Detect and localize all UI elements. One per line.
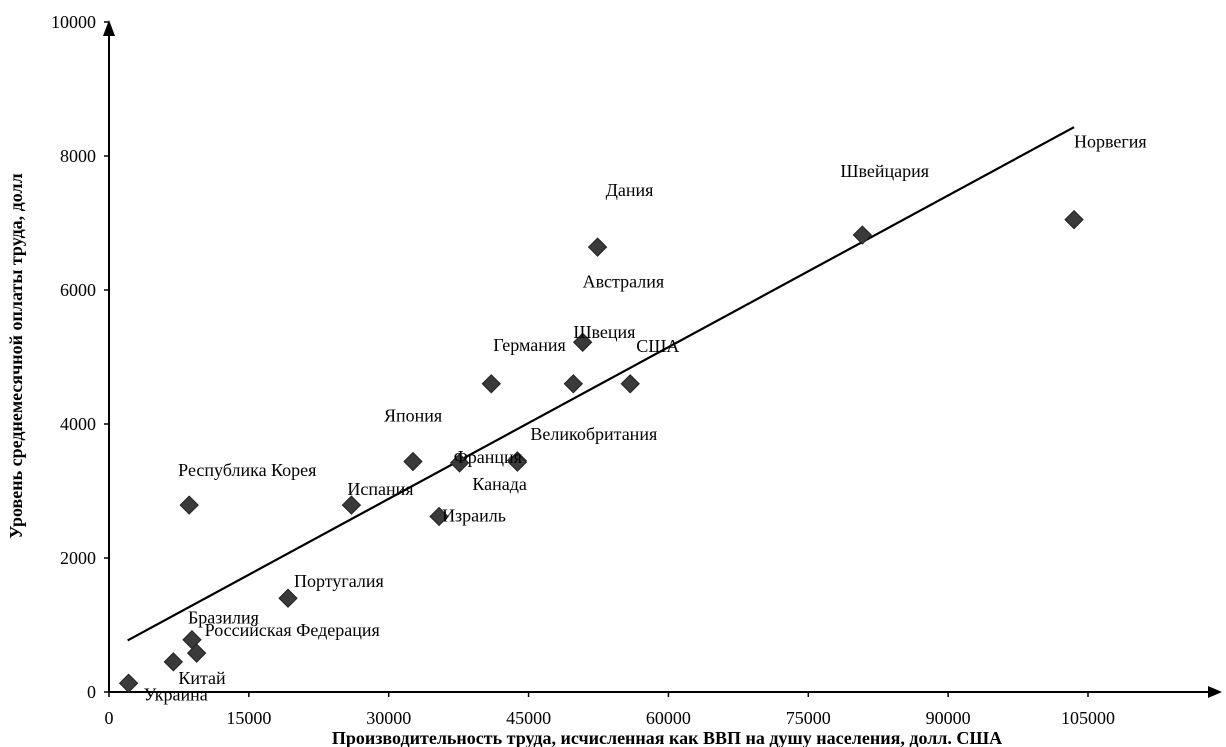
- x-tick-label: 90000: [926, 708, 971, 728]
- data-point: [1064, 209, 1084, 230]
- data-points: [118, 209, 1084, 693]
- x-tick-label: 75000: [786, 708, 831, 728]
- data-point: [481, 374, 501, 394]
- point-label: Швейцария: [840, 161, 929, 181]
- data-point: [163, 652, 184, 672]
- data-point: [449, 453, 470, 473]
- point-label: Швеция: [573, 322, 635, 342]
- data-point: [403, 451, 423, 472]
- tick-labels: 0 15000 30000 45000 60000 75000 90000 105000 0 20…: [51, 12, 1115, 728]
- x-tick-label: 45000: [506, 708, 551, 728]
- point-label: Бразилия: [188, 608, 259, 628]
- y-tick-label: 0: [87, 682, 96, 702]
- point-label: Канада: [472, 474, 527, 494]
- data-point: [587, 237, 608, 257]
- point-label: Дания: [606, 180, 654, 200]
- x-tick-label: 60000: [646, 708, 691, 728]
- x-tick-label: 0: [105, 708, 114, 728]
- data-point: [341, 495, 362, 515]
- y-axis-title: Уровень среднемесячной оплаты труда, дол…: [6, 173, 26, 538]
- point-label: США: [636, 336, 679, 356]
- data-point: [620, 374, 640, 394]
- data-point: [852, 225, 873, 245]
- trendline: [127, 126, 1075, 642]
- x-tick-label: 105000: [1061, 708, 1115, 728]
- x-tick-label: 30000: [366, 708, 411, 728]
- point-label: Испания: [347, 479, 413, 499]
- point-label: Норвегия: [1074, 132, 1147, 152]
- data-point: [429, 506, 449, 527]
- point-labels: Норвегия Швейцария Дания Австралия ШвецияСША…: [144, 132, 1147, 705]
- x-tick-label: 15000: [226, 708, 271, 728]
- point-label: Израиль: [442, 505, 506, 525]
- point-label: Австралия: [583, 271, 665, 291]
- x-axis-arrow: [1208, 686, 1222, 698]
- data-point: [572, 332, 593, 352]
- y-tick-label: 10000: [51, 12, 96, 32]
- y-tick-label: 2000: [60, 548, 96, 568]
- data-point: [507, 452, 528, 472]
- point-label: Португалия: [294, 571, 384, 591]
- data-point: [179, 495, 199, 515]
- x-axis-title: Производительность труда, исчисленная ка…: [332, 728, 1002, 747]
- point-label: Франция: [454, 447, 522, 467]
- point-label: Великобритания: [530, 424, 657, 444]
- point-label: Российская Федерация: [205, 620, 380, 640]
- point-label: Республика Корея: [178, 460, 316, 480]
- data-point: [563, 374, 584, 394]
- y-axis-arrow: [103, 20, 115, 36]
- point-label: Германия: [493, 335, 566, 355]
- y-tick-label: 6000: [60, 280, 96, 300]
- data-point: [278, 588, 298, 608]
- axes: [103, 20, 1222, 698]
- y-tick-label: 4000: [60, 414, 96, 434]
- data-point: [186, 643, 207, 663]
- point-label: Япония: [384, 406, 442, 426]
- trendline-group: [127, 126, 1075, 642]
- point-label: Китай: [178, 668, 226, 688]
- data-point: [118, 673, 139, 693]
- point-label: Украина: [144, 684, 208, 704]
- y-tick-label: 8000: [60, 146, 96, 166]
